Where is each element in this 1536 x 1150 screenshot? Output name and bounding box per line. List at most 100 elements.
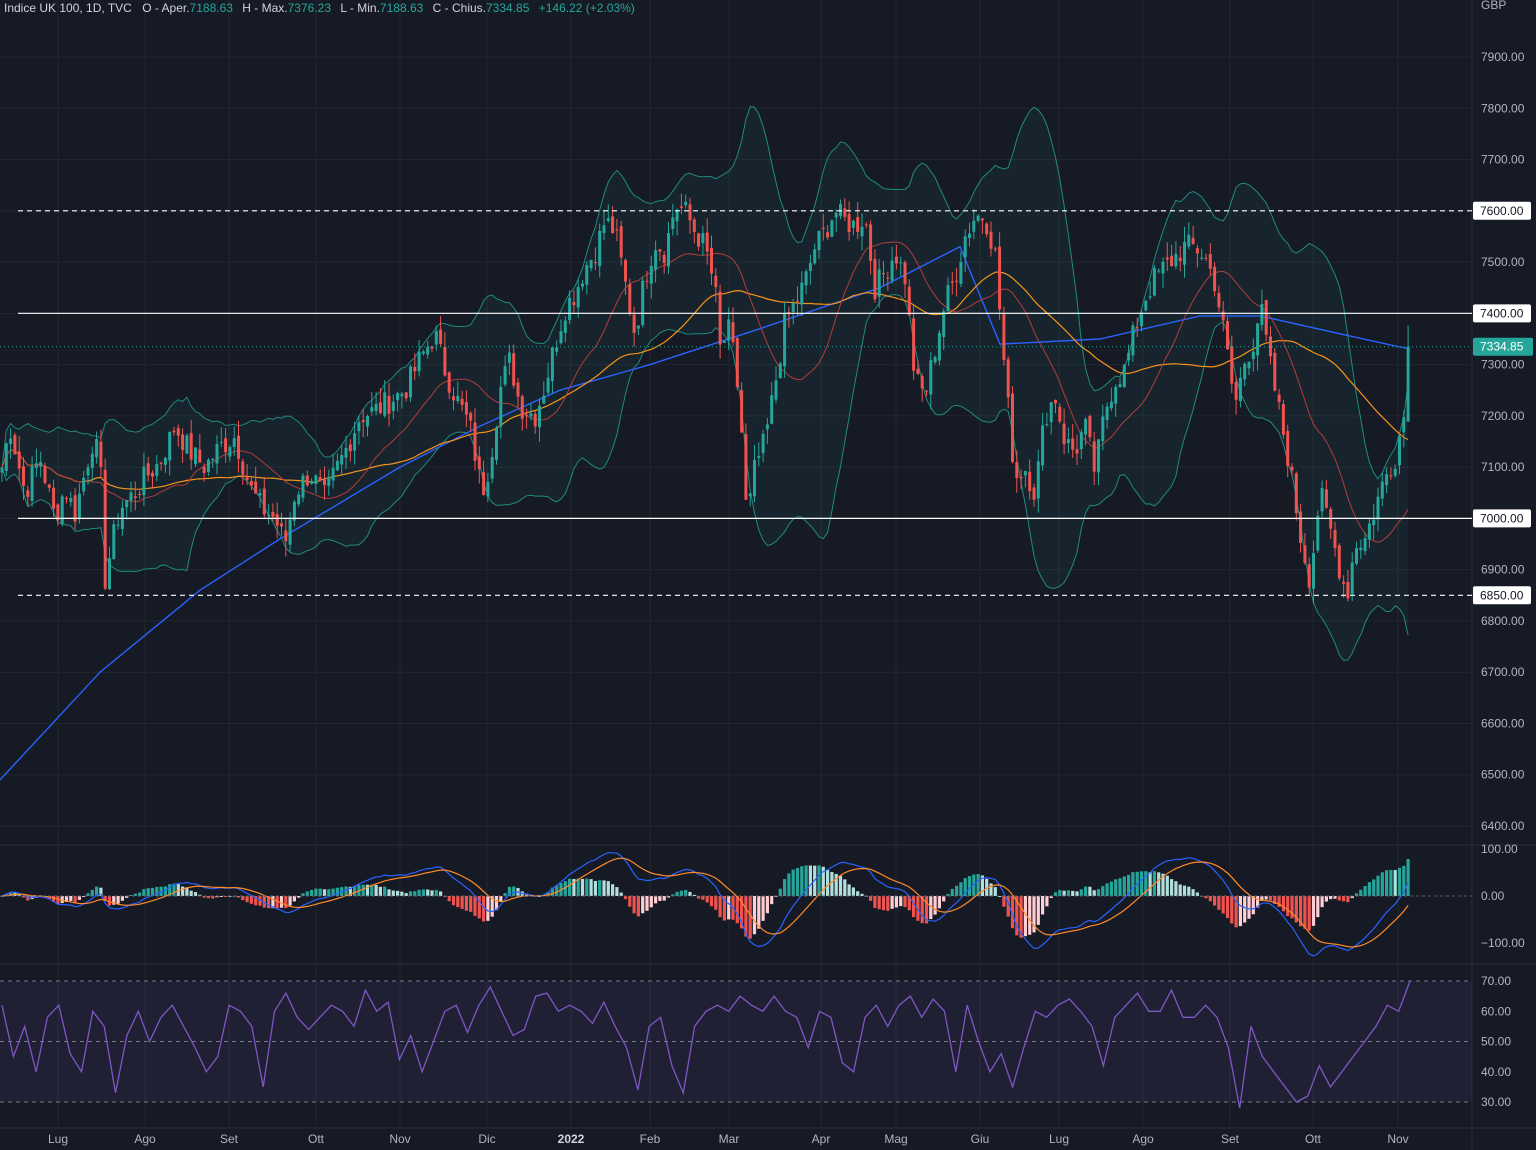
candle-body[interactable] (912, 318, 916, 371)
candle-body[interactable] (327, 477, 331, 486)
candle-body[interactable] (1367, 523, 1371, 540)
candle-body[interactable] (473, 422, 477, 461)
candle-body[interactable] (529, 413, 533, 417)
candle-body[interactable] (628, 284, 632, 314)
candle-body[interactable] (1290, 466, 1294, 471)
candle-body[interactable] (430, 346, 434, 349)
candle-body[interactable] (830, 220, 834, 237)
candle-body[interactable] (563, 320, 567, 333)
candle-body[interactable] (929, 360, 933, 395)
candle-body[interactable] (215, 444, 219, 464)
candle-body[interactable] (469, 412, 473, 421)
candle-body[interactable] (572, 302, 576, 306)
candle-body[interactable] (99, 441, 103, 467)
candle-body[interactable] (1355, 548, 1358, 564)
candle-body[interactable] (1346, 581, 1350, 599)
candle-body[interactable] (989, 231, 993, 249)
candle-body[interactable] (1337, 545, 1341, 579)
candle-body[interactable] (568, 297, 572, 321)
candle-body[interactable] (443, 347, 447, 376)
candle-body[interactable] (344, 447, 348, 458)
candle-body[interactable] (1277, 394, 1281, 402)
candle-body[interactable] (297, 494, 301, 505)
candle-body[interactable] (770, 395, 774, 424)
candle-body[interactable] (292, 501, 296, 521)
candle-body[interactable] (404, 392, 408, 399)
candle-body[interactable] (56, 504, 60, 521)
candle-body[interactable] (396, 393, 400, 401)
candle-body[interactable] (198, 449, 202, 463)
candle-body[interactable] (1127, 352, 1131, 361)
candle-body[interactable] (168, 431, 172, 461)
candle-body[interactable] (1088, 416, 1092, 438)
candle-body[interactable] (1131, 325, 1135, 356)
candle-body[interactable] (542, 395, 546, 404)
candle-body[interactable] (533, 413, 537, 427)
candle-body[interactable] (366, 416, 369, 427)
candle-body[interactable] (907, 286, 911, 316)
candle-body[interactable] (1032, 487, 1036, 500)
candle-body[interactable] (1226, 321, 1229, 350)
candle-body[interactable] (1243, 363, 1247, 380)
candle-body[interactable] (219, 441, 223, 443)
candle-body[interactable] (817, 230, 821, 250)
candle-body[interactable] (189, 433, 193, 460)
candle-body[interactable] (1071, 438, 1075, 450)
candle-body[interactable] (1023, 470, 1027, 476)
candle-body[interactable] (920, 376, 924, 389)
candle-body[interactable] (636, 325, 640, 329)
candle-body[interactable] (331, 467, 335, 481)
candle-body[interactable] (1144, 300, 1148, 311)
candle-body[interactable] (675, 209, 679, 222)
candle-body[interactable] (894, 256, 898, 264)
candle-body[interactable] (1041, 425, 1045, 466)
candle-body[interactable] (52, 487, 56, 509)
candle-body[interactable] (834, 212, 838, 218)
candle-body[interactable] (378, 402, 382, 414)
candle-body[interactable] (17, 451, 21, 469)
candle-body[interactable] (90, 453, 94, 469)
candle-body[interactable] (778, 363, 782, 379)
candle-body[interactable] (1389, 475, 1393, 477)
candle-body[interactable] (108, 558, 111, 590)
candle-body[interactable] (1097, 439, 1100, 473)
candle-body[interactable] (357, 422, 361, 432)
candle-body[interactable] (851, 220, 855, 228)
candle-body[interactable] (1028, 471, 1032, 492)
candle-body[interactable] (731, 322, 735, 342)
candle-body[interactable] (1372, 519, 1376, 526)
candle-body[interactable] (748, 493, 752, 497)
candle-body[interactable] (417, 351, 421, 372)
candle-body[interactable] (1140, 312, 1143, 327)
candle-body[interactable] (159, 462, 163, 464)
candle-body[interactable] (826, 232, 830, 238)
candle-body[interactable] (886, 277, 890, 279)
candle-body[interactable] (624, 260, 627, 282)
candle-body[interactable] (39, 462, 43, 467)
candle-body[interactable] (1260, 303, 1264, 325)
candle-body[interactable] (1247, 361, 1251, 369)
candle-body[interactable] (43, 466, 47, 483)
candle-body[interactable] (714, 275, 718, 288)
candle-body[interactable] (254, 481, 258, 494)
candle-body[interactable] (288, 519, 292, 545)
candle-body[interactable] (348, 444, 352, 452)
candle-body[interactable] (9, 438, 13, 445)
candle-body[interactable] (413, 367, 417, 372)
candle-body[interactable] (138, 493, 142, 495)
candle-body[interactable] (1006, 359, 1010, 398)
candle-body[interactable] (47, 484, 51, 488)
candle-body[interactable] (1045, 424, 1049, 426)
candle-body[interactable] (520, 396, 524, 419)
candle-body[interactable] (77, 493, 81, 519)
candle-body[interactable] (937, 332, 941, 361)
candle-body[interactable] (1135, 327, 1139, 329)
candle-body[interactable] (1161, 261, 1165, 274)
candle-body[interactable] (632, 314, 636, 333)
candle-body[interactable] (765, 424, 769, 430)
candle-body[interactable] (1264, 299, 1268, 335)
candle-body[interactable] (843, 208, 847, 217)
candle-body[interactable] (593, 262, 597, 264)
candle-body[interactable] (1066, 439, 1070, 444)
